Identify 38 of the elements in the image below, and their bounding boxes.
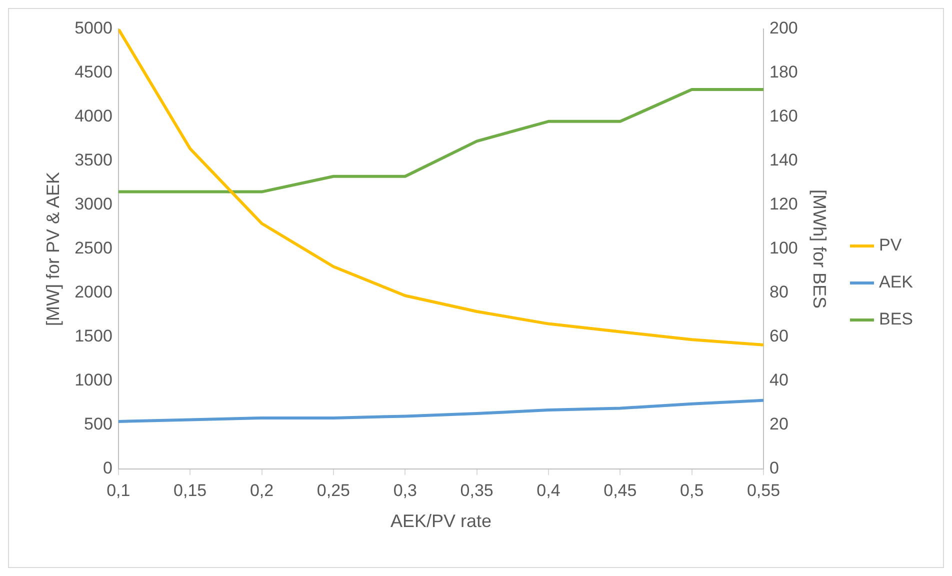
legend-label: BES <box>878 310 914 329</box>
y2-tick-label: 40 <box>770 370 788 390</box>
y2-tick-label: 140 <box>770 150 798 170</box>
x-tick-label: 0,3 <box>393 480 417 500</box>
y2-tick-label: 100 <box>770 238 798 258</box>
y-tick-label: 2500 <box>74 238 112 258</box>
y2-tick-label: 160 <box>770 106 798 126</box>
y2-axis-title: [MWh] for BES <box>810 189 830 309</box>
x-tick-label: 0,2 <box>250 480 274 500</box>
y-tick-label: 1500 <box>74 326 112 346</box>
y-tick-label: 1000 <box>74 370 112 390</box>
y2-tick-label: 0 <box>770 458 779 478</box>
x-tick-label: 0,55 <box>746 480 780 500</box>
x-tick-label: 0,1 <box>106 480 130 500</box>
legend-label: PV <box>878 236 902 255</box>
x-tick-label: 0,35 <box>460 480 494 500</box>
x-tick-label: 0,15 <box>174 480 207 500</box>
y-tick-label: 2000 <box>74 282 112 302</box>
y2-tick-label: 180 <box>770 62 798 82</box>
x-tick-label: 0,4 <box>536 480 560 500</box>
y-axis-title: [MW] for PV & AEK <box>42 172 63 326</box>
x-tick-label: 0,25 <box>316 480 350 500</box>
legend-label: AEK <box>878 272 914 292</box>
y-tick-label: 3000 <box>74 194 112 214</box>
y2-tick-label: 80 <box>770 282 788 302</box>
y2-tick-label: 120 <box>770 194 798 214</box>
x-tick-label: 0,5 <box>680 480 704 500</box>
y-tick-label: 3500 <box>74 150 112 170</box>
y2-tick-label: 60 <box>770 326 788 346</box>
y-tick-label: 0 <box>102 458 112 478</box>
x-axis-title: AEK/PV rate <box>390 511 492 532</box>
y2-tick-label: 200 <box>770 18 798 38</box>
y2-tick-label: 20 <box>770 414 788 434</box>
x-tick-label: 0,45 <box>604 480 637 500</box>
y-tick-label: 500 <box>84 414 112 434</box>
y-tick-label: 4000 <box>74 106 112 126</box>
y-tick-label: 4500 <box>74 62 112 82</box>
y-tick-label: 5000 <box>74 18 112 38</box>
